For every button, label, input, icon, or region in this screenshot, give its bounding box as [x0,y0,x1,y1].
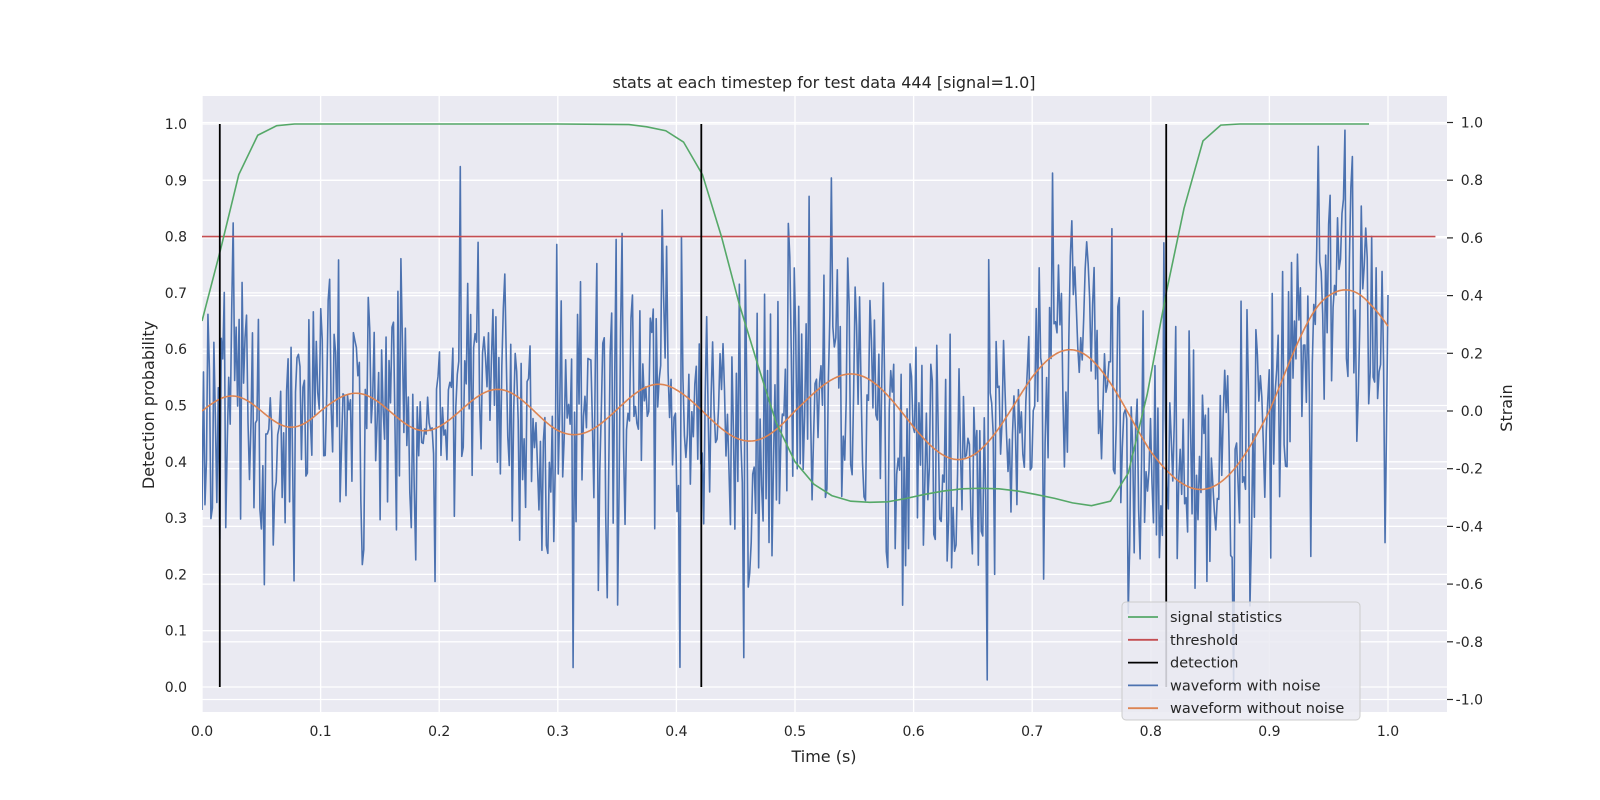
x-axis-label: Time (s) [790,747,856,766]
y-right-tick-label: -0.6 [1456,577,1483,593]
x-tick-label: 0.8 [1140,724,1162,740]
y-left-tick-label: 0.2 [165,567,187,583]
y-axis-right-ticks: 1.0 0.8 0.6 0.4 0.2 0.0 -0.2 -0.4 -0.6 -0.8 -1.0 [1447,116,1483,709]
y-left-tick-label: 0.1 [165,624,187,640]
y-right-tick-label: 0.4 [1461,289,1483,305]
x-tick-label: 0.6 [902,724,924,740]
legend-label: waveform without noise [1170,701,1344,717]
x-tick-label: 0.7 [1021,724,1043,740]
y-left-tick-label: 0.6 [165,342,187,358]
y-left-tick-label: 0.3 [165,511,187,527]
y-right-tick-label: 1.0 [1461,116,1483,132]
x-tick-label: 0.2 [428,724,450,740]
x-tick-label: 0.5 [784,724,806,740]
legend-label: waveform with noise [1170,678,1321,694]
chart-title: stats at each timestep for test data 444… [612,73,1035,92]
x-tick-label: 0.9 [1258,724,1280,740]
y-right-tick-label: 0.8 [1461,173,1483,189]
y-left-tick-label: 0.7 [165,286,187,302]
legend-box [1121,601,1361,721]
legend-label: detection [1170,656,1238,672]
series-waveform-without-noise [202,289,1389,491]
x-tick-label: 0.4 [665,724,687,740]
x-tick-label: 0.0 [191,724,213,740]
y-left-tick-label: 0.5 [165,399,187,415]
y-right-tick-label: -0.8 [1456,635,1483,651]
series-layer [202,123,1436,687]
x-tick-label: 0.3 [547,724,569,740]
y-left-tick-label: 0.8 [165,230,187,246]
legend-label: signal statistics [1170,610,1282,626]
legend: signal statistics threshold detection wavef… [1121,601,1361,721]
y-axis-left-label: Detection probability [139,321,158,489]
y-right-tick-label: -1.0 [1456,693,1483,709]
x-axis-ticks: 0.0 0.1 0.2 0.3 0.4 0.5 0.6 0.7 0.8 0.9 1.0 [191,724,1399,740]
y-left-tick-label: 0.0 [165,680,187,696]
x-tick-label: 0.1 [309,724,331,740]
legend-label: threshold [1170,633,1238,649]
y-left-tick-label: 0.9 [165,173,187,189]
y-right-tick-label: 0.6 [1461,231,1483,247]
series-waveform-with-noise [202,129,1389,686]
y-axis-right-label: Strain [1497,384,1516,431]
series-signal-statistics [202,123,1370,507]
x-tick-label: 1.0 [1377,724,1399,740]
y-right-tick-label: 0.2 [1461,346,1483,362]
y-axis-left-ticks: 0.0 0.1 0.2 0.3 0.4 0.5 0.6 0.7 0.8 0.9 1.0 [165,117,187,696]
y-right-tick-label: 0.0 [1461,404,1483,420]
y-left-tick-label: 1.0 [165,117,187,133]
y-right-tick-label: -0.4 [1456,519,1483,535]
y-right-tick-label: -0.2 [1456,462,1483,478]
y-left-tick-label: 0.4 [165,455,187,471]
